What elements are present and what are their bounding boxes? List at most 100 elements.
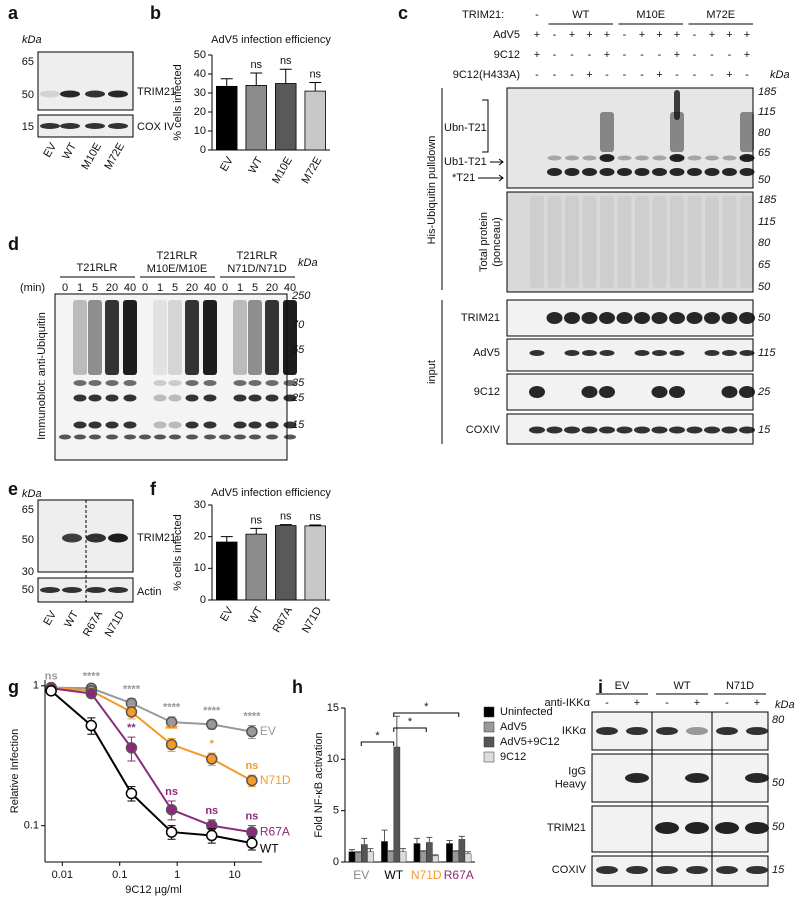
group-label: M10E/M10E xyxy=(147,263,208,275)
time: 0 xyxy=(142,282,148,294)
lane-label: R67A xyxy=(81,608,105,638)
smear xyxy=(635,196,649,288)
y-tick-label: 20 xyxy=(194,106,206,118)
x-tick-label: EV xyxy=(353,868,369,882)
band xyxy=(705,155,719,161)
chart-title: AdV5 infection efficiency xyxy=(211,34,331,46)
smear xyxy=(740,196,754,288)
band xyxy=(596,866,618,874)
band xyxy=(547,155,562,161)
band xyxy=(153,421,167,429)
band xyxy=(722,155,737,161)
significance: **** xyxy=(123,683,141,695)
band xyxy=(546,312,563,324)
band xyxy=(248,394,262,402)
band xyxy=(721,426,738,434)
sign: + xyxy=(534,49,540,61)
panel-label: d xyxy=(8,234,19,254)
band xyxy=(686,866,708,874)
band xyxy=(704,168,720,176)
y-tick-label: 20 xyxy=(194,531,206,543)
y-tick-label: 30 xyxy=(194,87,206,99)
blot xyxy=(591,855,769,887)
sign: + xyxy=(744,29,750,41)
sign: + xyxy=(744,49,750,61)
section-label: input xyxy=(426,360,438,384)
marker: 35 xyxy=(292,377,305,389)
sign: - xyxy=(640,69,644,81)
time: 5 xyxy=(92,282,98,294)
sign: + xyxy=(694,697,700,709)
band xyxy=(746,727,768,735)
time: 40 xyxy=(284,282,296,294)
smear xyxy=(740,112,754,152)
marker: 50 xyxy=(758,281,771,293)
band xyxy=(564,168,580,176)
y-tick-label: 10 xyxy=(194,562,206,574)
band xyxy=(652,155,667,161)
significance: * xyxy=(210,738,215,750)
band xyxy=(599,168,615,176)
error-bar xyxy=(279,524,292,526)
y-tick-label: 0 xyxy=(200,594,206,606)
time: 40 xyxy=(124,282,136,294)
marker: 15 xyxy=(292,419,305,431)
band xyxy=(124,434,136,440)
sign: + xyxy=(634,697,640,709)
band xyxy=(634,350,650,356)
time: 1 xyxy=(157,282,163,294)
band xyxy=(283,394,297,402)
marker: 50 xyxy=(22,584,34,596)
error-bar xyxy=(426,836,433,843)
sign: + xyxy=(726,69,732,81)
error-bar xyxy=(400,848,407,852)
y-tick-label: 0 xyxy=(200,144,206,156)
legend-swatch xyxy=(483,736,495,748)
panel-label: i xyxy=(598,677,603,697)
series-line xyxy=(51,687,253,834)
sign: + xyxy=(604,29,610,41)
sign: - xyxy=(710,69,714,81)
band xyxy=(234,434,246,440)
x-tick-label: R67A xyxy=(444,868,474,882)
significance: * xyxy=(408,716,413,728)
error-bar xyxy=(387,850,394,852)
marker: 55 xyxy=(292,344,305,356)
point xyxy=(165,803,178,816)
band xyxy=(168,380,182,386)
band xyxy=(62,587,82,593)
error-bar xyxy=(355,851,362,853)
y-tick-label: 1 xyxy=(33,680,39,692)
marker: 115 xyxy=(758,347,776,359)
band xyxy=(139,434,151,440)
sign: + xyxy=(726,29,732,41)
band xyxy=(203,421,217,429)
y-tick-label: 10 xyxy=(194,125,206,137)
sign: - xyxy=(605,69,609,81)
group-label: M10E xyxy=(636,9,665,21)
time: 0 xyxy=(62,282,68,294)
band xyxy=(745,822,769,834)
marker: 50 xyxy=(772,777,785,789)
x-tick-label: M72E xyxy=(300,155,325,186)
marker: 65 xyxy=(22,56,34,68)
x-tick-label: 0.1 xyxy=(112,869,127,881)
smear xyxy=(687,196,702,288)
error-bar xyxy=(220,536,233,543)
significance: ns xyxy=(250,59,262,71)
y-axis-label: % cells infected xyxy=(172,514,184,590)
band xyxy=(233,380,247,386)
significance: ns xyxy=(245,811,258,823)
smear xyxy=(705,196,719,288)
error-bar xyxy=(309,82,322,92)
blot xyxy=(37,51,134,111)
bar xyxy=(413,843,421,863)
band xyxy=(634,426,650,434)
smear xyxy=(674,90,680,120)
marker: 25 xyxy=(757,386,771,398)
unit: kDa xyxy=(770,69,790,81)
significance: ns xyxy=(45,671,58,683)
band xyxy=(106,434,118,440)
significance: **** xyxy=(203,705,221,717)
bar xyxy=(216,85,238,151)
